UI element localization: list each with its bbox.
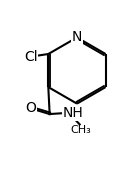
- Text: CH₃: CH₃: [71, 125, 91, 135]
- Text: N: N: [72, 30, 82, 45]
- Text: NH: NH: [62, 106, 83, 120]
- Text: Cl: Cl: [24, 50, 38, 64]
- Text: O: O: [25, 101, 36, 115]
